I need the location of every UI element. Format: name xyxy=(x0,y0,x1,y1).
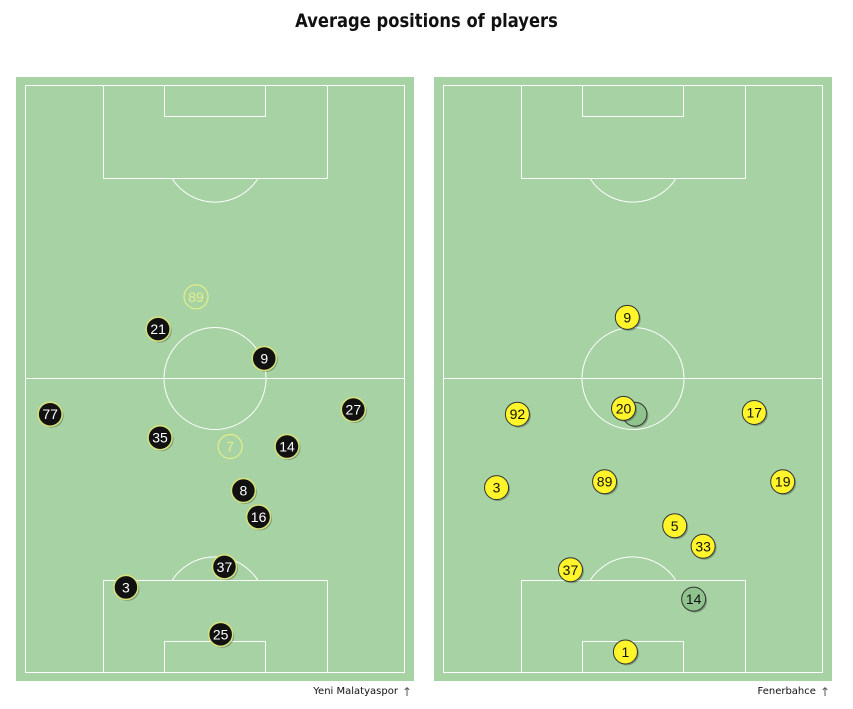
player-number: 17 xyxy=(746,404,762,420)
player-circle xyxy=(230,477,257,504)
player-marker: 7 xyxy=(217,433,243,460)
player-marker: 14 xyxy=(274,433,301,461)
player-marker: 37 xyxy=(557,557,584,584)
player-circle xyxy=(211,554,238,580)
player-circle xyxy=(504,401,530,427)
player-marker: 92 xyxy=(504,401,531,428)
chart-title: Average positions of players xyxy=(295,10,558,32)
player-circle xyxy=(145,316,171,342)
player-number: 19 xyxy=(775,474,791,490)
player-number: 1 xyxy=(622,644,630,660)
player-number: 16 xyxy=(251,509,267,525)
player-marker: 37 xyxy=(211,554,238,581)
player-circle xyxy=(147,424,173,451)
player-number: 3 xyxy=(493,480,501,496)
player-circle xyxy=(183,284,209,310)
caption-fenerbahce: Fenerbahce ↑ xyxy=(757,684,831,699)
player-circle xyxy=(557,557,583,583)
direction-arrow-icon: ↑ xyxy=(819,684,830,699)
player-circle xyxy=(662,513,688,539)
player-circle xyxy=(245,504,272,530)
player-number: 7 xyxy=(226,439,234,455)
player-number: 92 xyxy=(510,406,526,422)
player-circle xyxy=(37,401,63,427)
player-marker: 19 xyxy=(770,469,797,496)
player-marker: 17 xyxy=(741,399,768,426)
player-circle xyxy=(690,533,716,559)
player-number: 77 xyxy=(42,406,58,422)
team-name: Yeni Malatyaspor xyxy=(313,686,398,697)
player-circle xyxy=(681,586,707,612)
player-marker: 33 xyxy=(690,533,717,560)
player-marker: 89 xyxy=(183,284,209,310)
player-circle xyxy=(274,433,300,460)
player-marker: 21 xyxy=(145,316,172,343)
player-circle xyxy=(484,475,510,501)
player-number: 3 xyxy=(122,579,130,595)
player-circle xyxy=(217,433,243,460)
player-circle xyxy=(741,399,767,425)
player-number: 21 xyxy=(150,321,166,337)
player-marker: 20 xyxy=(611,395,638,422)
pitch-yeni-malatyaspor: 89 21 9 77 27 35 7 14 8 16 37 3 25 xyxy=(16,77,414,681)
player-marker: 3 xyxy=(484,475,511,502)
player-number: 37 xyxy=(563,562,579,578)
player-number: 89 xyxy=(188,289,204,305)
player-number: 27 xyxy=(346,402,362,418)
team-name: Fenerbahce xyxy=(757,686,816,697)
player-number: 5 xyxy=(671,518,679,534)
player-marker: 16 xyxy=(245,504,273,531)
player-circle xyxy=(113,574,139,601)
player-number: 9 xyxy=(623,309,631,325)
player-circle xyxy=(592,469,618,495)
player-number: 14 xyxy=(686,591,702,607)
player-marker: 9 xyxy=(251,345,278,372)
player-circle xyxy=(612,639,638,665)
player-number: 20 xyxy=(616,400,632,416)
player-marker: 89 xyxy=(592,469,619,496)
player-marker: 9 xyxy=(614,304,641,331)
player-marker: 3 xyxy=(113,574,140,601)
player-circle xyxy=(614,304,640,330)
player-marker: 1 xyxy=(612,639,639,666)
pitch-markings xyxy=(443,85,823,673)
player-number: 35 xyxy=(152,430,168,446)
player-circle xyxy=(207,621,234,648)
player-number: 37 xyxy=(217,559,233,575)
direction-arrow-icon: ↑ xyxy=(401,684,412,699)
player-number: 9 xyxy=(260,350,268,366)
player-marker: 5 xyxy=(662,513,689,540)
player-number: 25 xyxy=(213,626,229,642)
player-marker: 8 xyxy=(230,477,257,505)
player-number: 89 xyxy=(597,474,613,490)
player-marker: 27 xyxy=(340,396,367,424)
player-number: 14 xyxy=(279,439,295,455)
player-circle xyxy=(611,395,637,421)
caption-yeni-malatyaspor: Yeni Malatyaspor ↑ xyxy=(313,684,412,699)
player-circle xyxy=(340,396,367,423)
player-circle xyxy=(251,345,278,372)
player-number: 8 xyxy=(240,483,248,499)
player-marker: 25 xyxy=(207,621,235,648)
player-marker: 14 xyxy=(681,586,708,613)
pitch-fenerbahce: 9 20 92 17 89 3 19 5 33 37 14 1 xyxy=(434,77,832,681)
player-circle xyxy=(770,469,796,495)
player-marker: 35 xyxy=(147,424,174,452)
player-marker: 77 xyxy=(37,401,64,428)
player-number: 33 xyxy=(695,538,711,554)
